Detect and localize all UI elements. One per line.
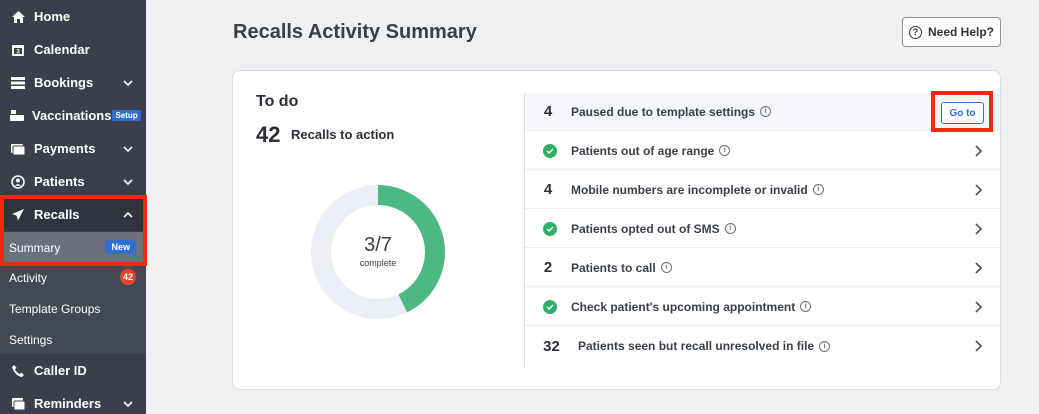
submenu-item-label: Settings <box>9 332 53 347</box>
sidebar-item-caller-id[interactable]: Caller ID <box>0 354 146 387</box>
task-count: 32 <box>543 337 560 355</box>
sidebar-item-payments[interactable]: Payments <box>0 132 146 165</box>
payments-icon <box>10 141 26 157</box>
submenu-item-label: Summary <box>9 240 61 255</box>
activity-count-badge: 42 <box>120 269 136 285</box>
info-icon[interactable]: i <box>719 145 731 156</box>
chevron-right-icon <box>975 301 983 313</box>
task-row-mobile-numbers[interactable]: 4 Mobile numbers are incomplete or inval… <box>525 171 1000 209</box>
task-row-age-range[interactable]: Patients out of age range i <box>525 132 1000 170</box>
setup-badge: Setup <box>112 110 141 121</box>
info-icon[interactable]: i <box>660 262 672 273</box>
info-icon[interactable]: i <box>819 340 831 352</box>
task-row-to-call[interactable]: 2 Patients to call i <box>525 249 1000 287</box>
task-count: 4 <box>543 181 553 198</box>
task-label: Check patient's upcoming appointment <box>571 299 796 314</box>
task-label: Mobile numbers are incomplete or invalid <box>571 182 808 197</box>
reminders-icon <box>10 396 26 412</box>
sidebar-item-label: Patients <box>34 174 85 189</box>
recalls-highlight-box <box>0 195 147 266</box>
new-badge: New <box>105 240 136 254</box>
task-row-opted-out[interactable]: Patients opted out of SMS i <box>525 210 1000 248</box>
need-help-label: Need Help? <box>927 25 994 39</box>
submenu-item-settings[interactable]: Settings <box>0 324 146 355</box>
check-icon <box>543 143 557 158</box>
sidebar-item-label: Bookings <box>34 75 94 90</box>
chevron-right-icon <box>975 340 983 352</box>
sidebar-item-home[interactable]: Home <box>0 0 146 33</box>
need-help-button[interactable]: ? Need Help? <box>902 17 1001 47</box>
info-icon[interactable]: i <box>800 301 812 312</box>
info-icon[interactable]: i <box>724 223 736 234</box>
go-to-button[interactable]: Go to <box>941 102 984 124</box>
task-label: Patients opted out of SMS <box>571 221 720 236</box>
recalls-submenu: Summary New Activity 42 Template Groups … <box>0 232 146 354</box>
sidebar: Home 3 Calendar Bookings Vaccinations Se… <box>0 0 146 414</box>
svg-text:3: 3 <box>16 49 20 55</box>
donut-progress-arc <box>311 185 445 319</box>
sidebar-item-label: Home <box>34 9 71 24</box>
card-divider <box>524 93 525 367</box>
phone-icon <box>10 363 26 379</box>
progress-caption: complete <box>359 258 397 268</box>
sidebar-item-vaccinations[interactable]: Vaccinations Setup <box>0 99 146 132</box>
calendar-icon: 3 <box>10 42 26 58</box>
info-icon[interactable]: i <box>812 184 824 195</box>
patients-icon <box>10 174 26 190</box>
info-icon[interactable]: i <box>760 106 772 117</box>
submenu-item-label: Template Groups <box>9 301 101 316</box>
todo-count: 42 <box>256 122 281 147</box>
task-row-upcoming-appointment[interactable]: Check patient's upcoming appointment i <box>525 288 1000 326</box>
sidebar-item-recalls[interactable]: Recalls <box>0 198 146 231</box>
sidebar-item-label: Payments <box>34 141 96 156</box>
task-label: Paused due to template settings <box>571 104 756 119</box>
progress-value: 3/7 <box>364 234 392 256</box>
check-icon <box>543 299 557 314</box>
sidebar-item-label: Vaccinations <box>32 108 112 123</box>
home-icon <box>10 9 26 25</box>
submenu-item-summary[interactable]: Summary New <box>0 232 146 263</box>
send-icon <box>10 207 26 223</box>
go-to-highlight-box <box>931 91 993 132</box>
vaccinations-icon <box>10 108 24 124</box>
chevron-right-icon <box>975 262 983 274</box>
sidebar-item-bookings[interactable]: Bookings <box>0 66 146 99</box>
task-row-recall-unresolved[interactable]: 32 Patients seen but recall unresolved i… <box>525 327 1000 365</box>
question-icon: ? <box>908 25 922 39</box>
sidebar-item-label: Reminders <box>34 396 102 411</box>
sidebar-item-reminders[interactable]: Reminders <box>0 387 146 414</box>
chevron-down-icon <box>122 77 134 89</box>
chevron-down-icon <box>122 143 134 155</box>
sidebar-item-label: Recalls <box>34 207 80 222</box>
chevron-right-icon <box>975 145 983 157</box>
submenu-item-template-groups[interactable]: Template Groups <box>0 293 146 324</box>
submenu-item-activity[interactable]: Activity 42 <box>0 262 146 293</box>
task-label: Patients seen but recall unresolved in f… <box>578 339 815 353</box>
sidebar-item-label: Caller ID <box>34 363 87 378</box>
chevron-up-icon <box>122 209 134 221</box>
chevron-right-icon <box>975 184 983 196</box>
sidebar-item-calendar[interactable]: 3 Calendar <box>0 33 146 66</box>
task-label: Patients to call <box>571 260 656 275</box>
task-count: 2 <box>543 259 553 276</box>
progress-donut <box>311 185 445 319</box>
sidebar-item-label: Calendar <box>34 42 90 57</box>
chevron-down-icon <box>122 176 134 188</box>
todo-count-label: Recalls to action <box>291 127 395 142</box>
task-count: 4 <box>543 103 553 120</box>
todo-heading: To do <box>256 93 299 110</box>
task-label: Patients out of age range <box>571 143 715 158</box>
bookings-icon <box>10 75 26 91</box>
chevron-right-icon <box>975 223 983 235</box>
chevron-down-icon <box>122 398 134 410</box>
page-title: Recalls Activity Summary <box>233 21 477 43</box>
sidebar-item-patients[interactable]: Patients <box>0 165 146 198</box>
submenu-item-label: Activity <box>9 270 48 285</box>
check-icon <box>543 221 557 236</box>
task-row-paused[interactable]: 4 Paused due to template settings i <box>525 93 1000 131</box>
